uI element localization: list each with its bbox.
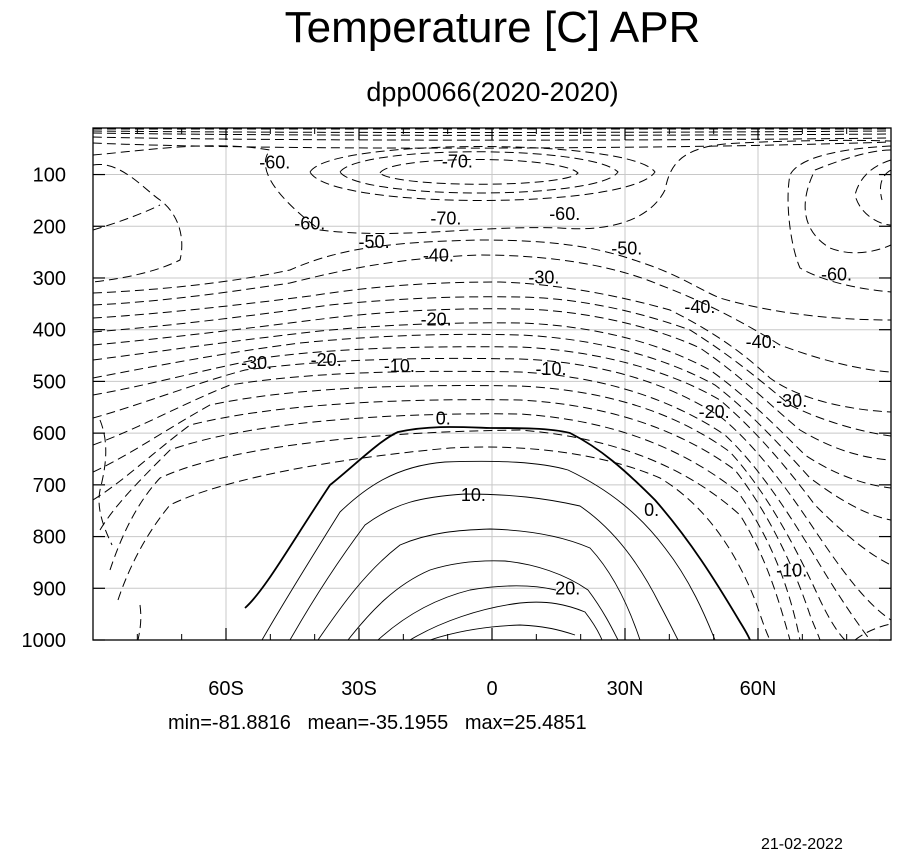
contour-label: -60. (549, 204, 580, 224)
chart-title: Temperature [C] APR (284, 3, 701, 52)
contour-label: -10. (535, 359, 566, 379)
contour-line (377, 585, 557, 640)
y-tick-label: 200 (33, 216, 66, 238)
contour-label: 0. (644, 500, 659, 520)
contour-line (93, 281, 891, 413)
contour-label: -40. (423, 245, 454, 265)
contour-line (93, 204, 161, 231)
contour-label: -40. (746, 332, 777, 352)
contour-line (93, 322, 891, 489)
contour-line (409, 601, 603, 640)
contour-label: -50. (611, 239, 642, 259)
contour-line (854, 623, 891, 640)
contour-label: -20. (421, 310, 452, 330)
contour-label: -20. (311, 350, 342, 370)
contour-line (137, 604, 142, 640)
grid-lines (93, 128, 891, 640)
contour-line (93, 357, 891, 621)
contour-label: -60. (259, 152, 290, 172)
y-tick-label: 1000 (22, 630, 67, 652)
x-tick-label: 30N (607, 678, 644, 700)
contour-line (93, 308, 891, 461)
contour-line (93, 136, 891, 141)
y-tick-label: 400 (33, 320, 66, 342)
contour-label: -10. (384, 356, 415, 376)
contour-line (379, 159, 579, 185)
contour-label: -30. (528, 268, 559, 288)
contour-line (93, 141, 891, 149)
y-tick-label: 600 (33, 423, 66, 445)
y-tick-label: 500 (33, 371, 66, 393)
contour-line (93, 254, 891, 373)
contour-label: -30. (776, 391, 807, 411)
contour-label: -10. (776, 560, 807, 580)
y-tick-label: 700 (33, 475, 66, 497)
contour-label: -60. (294, 213, 325, 233)
contour-line (787, 145, 891, 293)
contour-line (429, 624, 576, 640)
stats-line: min=-81.8816 mean=-35.1955 max=25.4851 (168, 712, 587, 734)
contour-line (93, 132, 891, 136)
contour-line (804, 149, 891, 254)
contour-line (93, 296, 891, 437)
contour-label: -40. (684, 297, 715, 317)
contour-line (347, 560, 619, 640)
chart-subtitle: dpp0066(2020-2020) (366, 77, 619, 107)
contour-line (93, 139, 891, 234)
contour-label: -70. (442, 151, 473, 171)
x-tick-label: 60S (208, 678, 244, 700)
contour-line (317, 528, 641, 640)
contour-line (339, 151, 619, 194)
contour-line (98, 419, 113, 546)
contour-label: -70. (430, 209, 461, 229)
contour-line-zero (244, 426, 751, 640)
contour-line (99, 413, 801, 640)
contour-label: 20. (555, 578, 580, 598)
y-tick-label: 800 (33, 527, 66, 549)
contour-line (109, 429, 791, 640)
contour-line (93, 333, 891, 521)
contour-label: -30. (241, 353, 272, 373)
x-tick-label: 30S (341, 678, 377, 700)
y-tick-label: 900 (33, 578, 66, 600)
axis-ticks: 60S 30S 0 30N 60N 100 200 300 400 500 600 700 800 900… (22, 128, 891, 700)
contour-line (93, 239, 891, 321)
contour-label: -20. (699, 402, 730, 422)
contour-line (93, 346, 891, 566)
contour-line (879, 169, 891, 201)
contour-line (117, 446, 771, 640)
contour-label: 0. (436, 408, 451, 428)
x-tick-label: 0 (486, 678, 497, 700)
contour-line (93, 130, 891, 133)
contour-label: -50. (359, 232, 390, 252)
contour-line (261, 460, 716, 640)
contour-line (309, 146, 656, 201)
y-tick-label: 300 (33, 268, 66, 290)
y-tick-label: 100 (33, 165, 66, 187)
contour-line (93, 163, 183, 283)
contour-line (93, 385, 846, 640)
contour-line (93, 399, 821, 640)
contour-lines (93, 128, 891, 640)
contour-line (93, 370, 871, 640)
contour-line (854, 159, 891, 226)
contour-line (289, 493, 679, 640)
contour-labels: -70. -70. -60. -60. -60. -60. -50. -50. -40. -40.… (241, 151, 852, 598)
contour-label: -60. (821, 265, 852, 285)
x-tick-label: 60N (740, 678, 777, 700)
date-stamp: 21-02-2022 (761, 836, 843, 853)
contour-label: 10. (461, 485, 486, 505)
